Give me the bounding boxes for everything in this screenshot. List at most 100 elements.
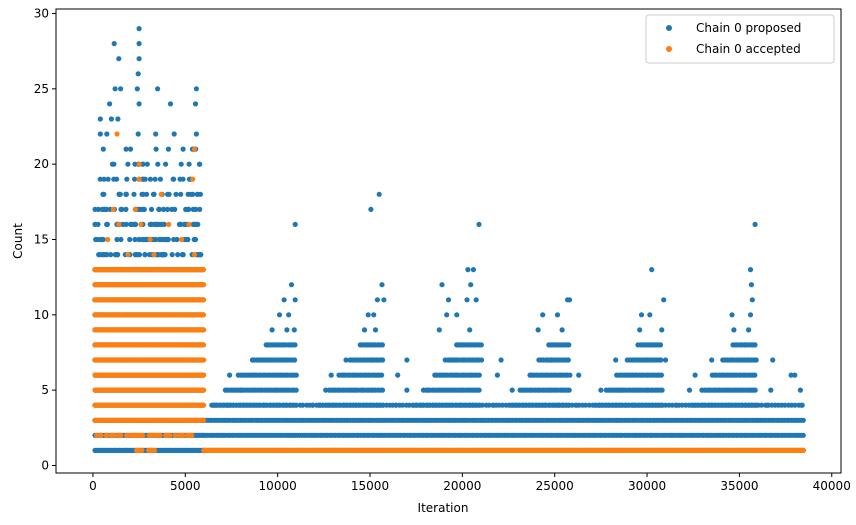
proposed-point (574, 402, 580, 408)
accepted-point (200, 342, 207, 348)
accepted-point (147, 236, 153, 243)
proposed-point (180, 176, 186, 182)
proposed-point (799, 402, 805, 408)
proposed-point (96, 252, 102, 258)
proposed-point (592, 402, 599, 408)
y-tick-label: 0 (41, 458, 49, 472)
proposed-point (283, 402, 289, 408)
proposed-point (180, 252, 186, 258)
proposed-point (105, 176, 111, 182)
proposed-point (108, 252, 114, 258)
accepted-point (94, 432, 100, 438)
proposed-point (164, 206, 171, 212)
proposed-point (123, 206, 129, 212)
proposed-point (178, 161, 184, 167)
proposed-point (749, 297, 755, 303)
proposed-point (529, 402, 536, 408)
proposed-point (163, 161, 169, 167)
proposed-point (156, 206, 162, 212)
proposed-point (657, 342, 664, 348)
proposed-point (379, 372, 385, 378)
proposed-point (436, 327, 442, 333)
proposed-point (104, 252, 110, 258)
proposed-point (132, 221, 138, 227)
proposed-point (115, 116, 121, 122)
proposed-point (136, 101, 142, 107)
plot-frame (55, 8, 842, 474)
proposed-point (100, 191, 106, 197)
proposed-point (127, 236, 133, 243)
proposed-point (379, 387, 386, 393)
proposed-point (566, 342, 572, 348)
proposed-point (300, 402, 306, 408)
y-axis-label: Count (11, 223, 25, 259)
proposed-point (142, 236, 148, 243)
proposed-point (118, 206, 124, 212)
proposed-point (499, 402, 505, 408)
proposed-point (155, 86, 161, 92)
accepted-point (201, 297, 207, 303)
accepted-point (157, 432, 163, 438)
proposed-point (157, 176, 163, 182)
accepted-point (136, 176, 142, 182)
proposed-point (176, 221, 182, 227)
proposed-point (374, 297, 380, 303)
proposed-point (100, 146, 106, 152)
proposed-point (323, 387, 329, 393)
proposed-point (153, 146, 159, 152)
accepted-point (200, 417, 207, 423)
accepted-point (118, 432, 124, 438)
proposed-point (747, 267, 754, 273)
proposed-point (292, 221, 298, 227)
accepted-point (132, 432, 138, 438)
x-tick-label: 15000 (351, 479, 389, 493)
proposed-point (731, 327, 737, 333)
proposed-point (768, 387, 774, 393)
legend-marker-accepted (666, 46, 672, 52)
proposed-point (227, 372, 233, 378)
accepted-point (800, 447, 807, 453)
proposed-point (491, 402, 497, 408)
proposed-point (381, 297, 387, 303)
proposed-point (131, 191, 137, 197)
proposed-point (125, 161, 131, 167)
proposed-point (144, 161, 150, 167)
proposed-point (556, 402, 562, 408)
proposed-point (160, 252, 166, 258)
proposed-point (124, 176, 130, 182)
proposed-point (186, 206, 192, 212)
accepted-point (138, 221, 144, 227)
accepted-point (176, 432, 182, 438)
proposed-point (540, 312, 546, 318)
proposed-point (380, 357, 386, 363)
proposed-point (288, 282, 295, 288)
proposed-point (188, 191, 194, 197)
proposed-point (128, 221, 134, 227)
proposed-point (140, 176, 146, 182)
proposed-point (147, 176, 153, 182)
proposed-point (465, 267, 471, 273)
accepted-point (179, 236, 185, 243)
proposed-point (659, 327, 665, 333)
proposed-point (217, 402, 223, 408)
accepted-point (127, 432, 133, 438)
proposed-point (473, 297, 479, 303)
x-tick-label: 5000 (170, 479, 201, 493)
proposed-point (752, 372, 758, 378)
proposed-point (173, 191, 179, 197)
accepted-point (201, 357, 207, 363)
proposed-point (116, 56, 122, 62)
proposed-point (656, 402, 662, 408)
proposed-point (709, 357, 715, 363)
proposed-point (445, 297, 452, 303)
proposed-point (370, 402, 376, 408)
accepted-point (201, 387, 207, 393)
proposed-point (476, 372, 482, 378)
proposed-point (554, 312, 561, 318)
proposed-point (174, 236, 180, 243)
legend-marker-proposed (666, 25, 672, 31)
accepted-point (201, 282, 207, 288)
proposed-point (270, 402, 276, 408)
proposed-point (156, 236, 162, 243)
